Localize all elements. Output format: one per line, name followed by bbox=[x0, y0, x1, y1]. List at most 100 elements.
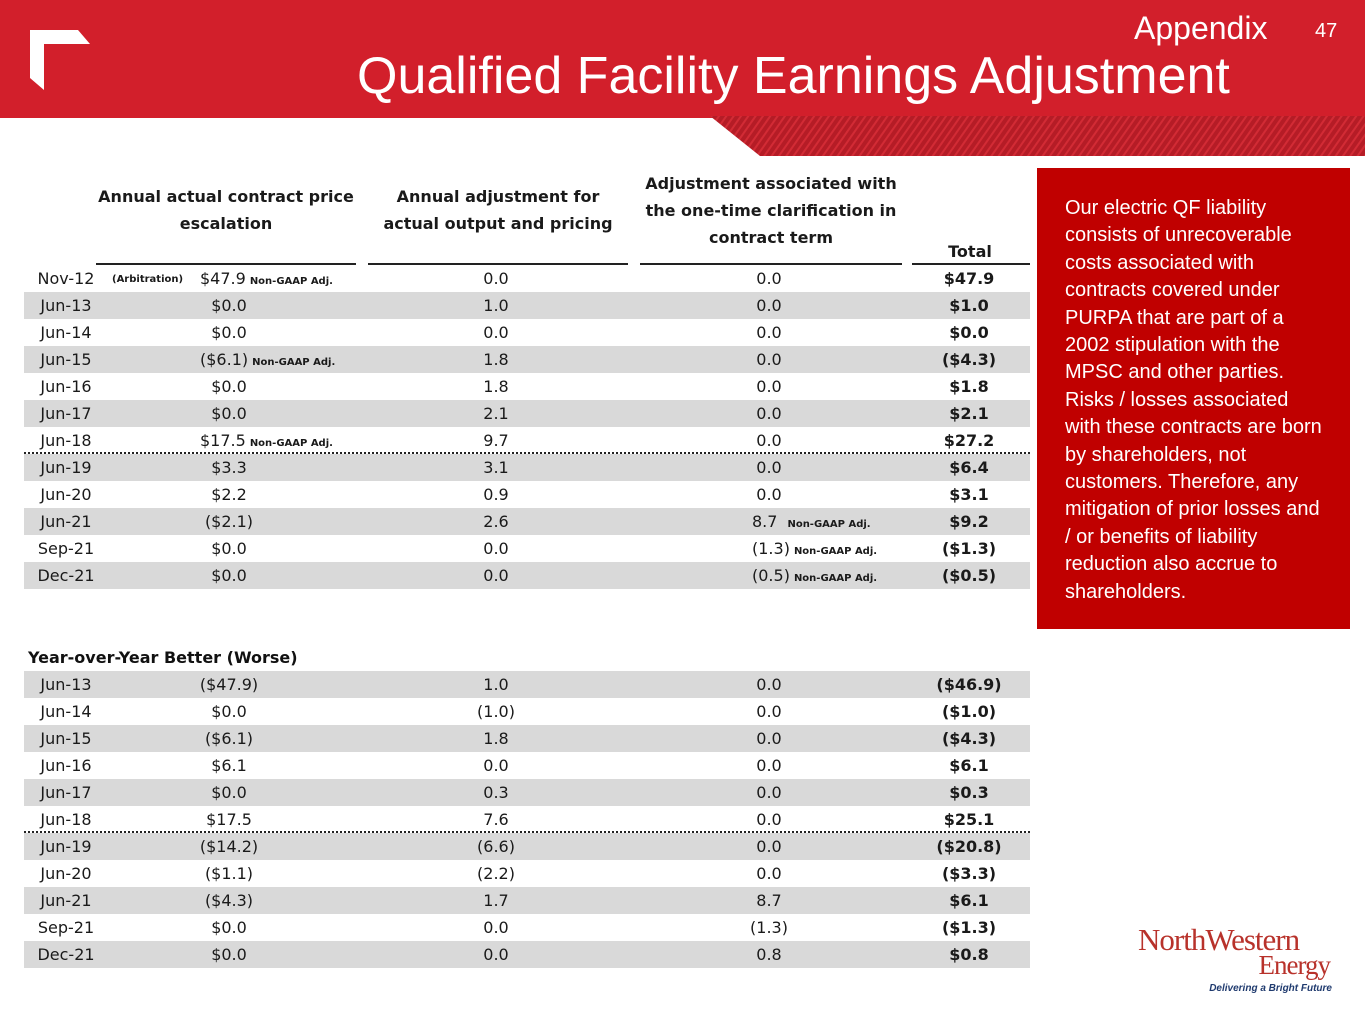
yoy-table-title: Year-over-Year Better (Worse) bbox=[28, 648, 298, 667]
table-row: Jun-20 ($1.1) (2.2) 0.0 ($3.3) bbox=[24, 860, 1030, 887]
table-row: Jun-13 $0.0 1.0 0.0 $1.0 bbox=[24, 292, 1030, 319]
non-gaap-note: Non-GAAP Adj. bbox=[249, 276, 333, 287]
table-row: Jun-21 ($2.1) 2.6 8.7 Non-GAAP Adj. $9.2 bbox=[24, 508, 1030, 535]
row-date: Dec-21 bbox=[37, 945, 95, 964]
value: 8.7 bbox=[752, 512, 778, 531]
row-date: Jun-19 bbox=[40, 837, 92, 856]
table-row: Jun-13 ($47.9) 1.0 0.0 ($46.9) bbox=[24, 671, 1030, 698]
row-total: ($1.0) bbox=[941, 702, 997, 721]
row-date: Jun-17 bbox=[40, 404, 92, 423]
row-date: Jun-20 bbox=[40, 485, 92, 504]
row-price-escalation: $0.0 bbox=[211, 539, 247, 558]
row-clarification: 0.0 bbox=[756, 350, 782, 369]
row-output-adjustment: 1.8 bbox=[483, 729, 509, 748]
row-price-escalation: $0.0 bbox=[211, 918, 247, 937]
section-label: Appendix bbox=[1134, 10, 1268, 46]
row-output-adjustment: 0.0 bbox=[483, 323, 509, 342]
row-price-escalation: $2.2 bbox=[211, 485, 247, 504]
row-date: Jun-17 bbox=[40, 783, 92, 802]
row-date: Jun-21 bbox=[40, 512, 92, 531]
row-total: $3.1 bbox=[949, 485, 989, 504]
row-date: Jun-16 bbox=[40, 377, 92, 396]
non-gaap-note: Non-GAAP Adj. bbox=[793, 573, 878, 584]
row-output-adjustment: (1.0) bbox=[477, 702, 515, 721]
table-row: Jun-19 $3.3 3.1 0.0 $6.4 bbox=[24, 454, 1030, 481]
row-clarification: 0.0 bbox=[756, 458, 782, 477]
row-price-escalation: $0.0 bbox=[211, 783, 247, 802]
value: $47.9 bbox=[200, 269, 246, 288]
row-date: Jun-19 bbox=[40, 458, 92, 477]
column-rule bbox=[368, 263, 628, 265]
row-price-escalation: $0.0 bbox=[211, 566, 247, 585]
row-price-escalation: $0.0 bbox=[211, 404, 247, 423]
row-total: ($1.3) bbox=[941, 539, 997, 558]
row-clarification: 0.0 bbox=[756, 269, 782, 288]
row-output-adjustment: 0.0 bbox=[483, 918, 509, 937]
table-row: Jun-14 $0.0 (1.0) 0.0 ($1.0) bbox=[24, 698, 1030, 725]
row-clarification: (0.5) Non-GAAP Adj. bbox=[752, 566, 912, 585]
row-total: ($0.5) bbox=[941, 566, 997, 585]
column-header-output-adjustment: Annual adjustment for actual output and … bbox=[383, 187, 613, 233]
value: (1.3) bbox=[752, 539, 790, 558]
table-row: Jun-19 ($14.2) (6.6) 0.0 ($20.8) bbox=[24, 833, 1030, 860]
table-row: Sep-21 $0.0 0.0 (1.3) Non-GAAP Adj. ($1.3… bbox=[24, 535, 1030, 562]
row-clarification: 0.0 bbox=[756, 323, 782, 342]
logo-line1: NorthWestern bbox=[1138, 922, 1301, 957]
row-price-escalation: $0.0 bbox=[211, 323, 247, 342]
row-output-adjustment: 0.9 bbox=[483, 485, 509, 504]
row-price-escalation: $0.0 bbox=[211, 377, 247, 396]
row-output-adjustment: 0.3 bbox=[483, 783, 509, 802]
row-price-escalation: $0.0 bbox=[211, 296, 247, 315]
logo-line2: Energy bbox=[1259, 950, 1332, 980]
row-clarification: 0.0 bbox=[756, 377, 782, 396]
table-row: Jun-20 $2.2 0.9 0.0 $3.1 bbox=[24, 481, 1030, 508]
row-date: Jun-14 bbox=[40, 702, 92, 721]
row-date: Jun-16 bbox=[40, 756, 92, 775]
row-clarification: 0.0 bbox=[756, 702, 782, 721]
table-row: Dec-21 $0.0 0.0 0.8 $0.8 bbox=[24, 941, 1030, 968]
column-rule bbox=[640, 263, 902, 265]
row-price-escalation: ($6.1) bbox=[204, 729, 254, 748]
row-price-escalation: ($14.2) bbox=[199, 837, 259, 856]
column-header-clarification: Adjustment associated with the one-time … bbox=[645, 174, 897, 247]
column-header-price-escalation: Annual actual contract price escalation bbox=[98, 187, 354, 233]
corner-logo-icon bbox=[30, 30, 90, 90]
row-clarification: (1.3) Non-GAAP Adj. bbox=[752, 539, 912, 558]
row-total: $0.0 bbox=[949, 323, 989, 342]
table-row: (Arbitration) Nov-12 $47.9 Non-GAAP Adj. … bbox=[24, 265, 1030, 292]
row-clarification: 8.7 Non-GAAP Adj. bbox=[752, 512, 912, 531]
row-output-adjustment: 0.0 bbox=[483, 566, 509, 585]
row-date: Jun-15 bbox=[40, 729, 92, 748]
row-clarification: 0.0 bbox=[756, 675, 782, 694]
row-clarification: 8.7 bbox=[756, 891, 782, 910]
qf-liability-note: Our electric QF liability consists of un… bbox=[1037, 168, 1350, 629]
header-bar bbox=[0, 0, 1365, 118]
table-row: Jun-14 $0.0 0.0 0.0 $0.0 bbox=[24, 319, 1030, 346]
row-output-adjustment: 2.1 bbox=[483, 404, 509, 423]
row-total: $25.1 bbox=[943, 810, 995, 829]
row-output-adjustment: 1.8 bbox=[483, 350, 509, 369]
column-rule bbox=[912, 263, 1030, 265]
row-total: $0.8 bbox=[949, 945, 989, 964]
table-row: Jun-17 $0.0 2.1 0.0 $2.1 bbox=[24, 400, 1030, 427]
non-gaap-note: Non-GAAP Adj. bbox=[249, 438, 333, 449]
row-date: Jun-20 bbox=[40, 864, 92, 883]
value: (0.5) bbox=[752, 566, 790, 585]
row-date: Jun-13 bbox=[40, 296, 92, 315]
table-row: Jun-21 ($4.3) 1.7 8.7 $6.1 bbox=[24, 887, 1030, 914]
row-total: $6.1 bbox=[949, 891, 989, 910]
row-price-escalation: $17.5 bbox=[206, 810, 252, 829]
row-total: ($1.3) bbox=[941, 918, 997, 937]
non-gaap-note: Non-GAAP Adj. bbox=[252, 357, 336, 368]
row-date: Dec-21 bbox=[37, 566, 95, 585]
row-total: ($46.9) bbox=[936, 675, 1002, 694]
row-total: $1.8 bbox=[949, 377, 989, 396]
header-stripe bbox=[710, 116, 1365, 156]
row-output-adjustment: 1.0 bbox=[483, 296, 509, 315]
row-clarification: 0.0 bbox=[756, 431, 782, 450]
row-clarification: (1.3) bbox=[750, 918, 788, 937]
row-output-adjustment: 0.0 bbox=[483, 756, 509, 775]
row-output-adjustment: 0.0 bbox=[483, 539, 509, 558]
row-date: Jun-13 bbox=[40, 675, 92, 694]
qf-liability-text: Our electric QF liability consists of un… bbox=[1065, 197, 1322, 603]
